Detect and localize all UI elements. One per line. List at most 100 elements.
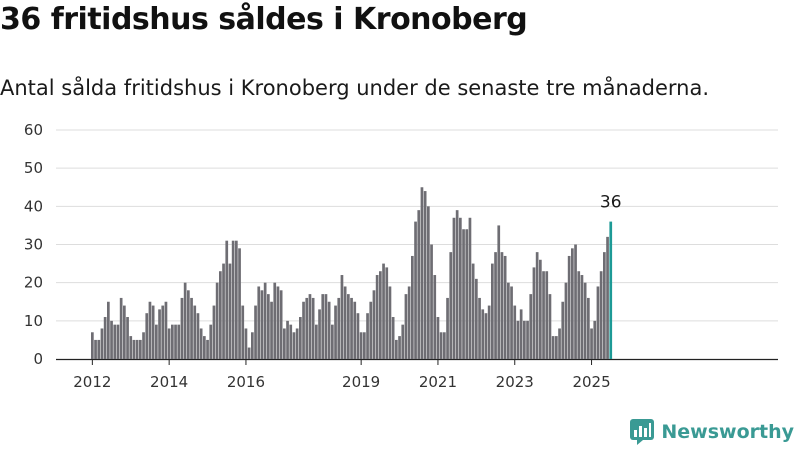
- bar: [561, 301, 565, 359]
- bar: [257, 286, 261, 359]
- bar: [315, 324, 318, 359]
- bar: [113, 324, 117, 359]
- bar: [359, 332, 363, 359]
- newsworthy-icon: [630, 419, 655, 445]
- x-tick-label: 2025: [572, 373, 610, 391]
- y-tick-label: 10: [24, 312, 43, 330]
- bar: [123, 305, 126, 359]
- bar: [507, 282, 510, 359]
- bar: [324, 294, 328, 359]
- bar: [305, 297, 309, 359]
- bar: [596, 286, 600, 359]
- bar: [401, 324, 405, 359]
- bar: [219, 271, 222, 359]
- bar: [564, 282, 568, 359]
- bar: [404, 294, 408, 359]
- bar: [379, 271, 382, 359]
- brand-name: Newsworthy: [661, 421, 794, 443]
- bar: [155, 324, 158, 359]
- bar: [603, 252, 606, 359]
- bar: [372, 290, 376, 359]
- bar: [494, 252, 497, 359]
- bar: [279, 290, 283, 359]
- bar: [407, 286, 411, 359]
- bar: [599, 271, 603, 359]
- bar: [417, 210, 421, 359]
- bar: [167, 328, 171, 359]
- bar: [481, 309, 485, 359]
- bar: [209, 324, 213, 359]
- bar: [193, 305, 197, 359]
- bar: [299, 317, 302, 359]
- bar-highlight: [609, 221, 613, 359]
- bar: [292, 332, 296, 359]
- bar: [107, 301, 110, 359]
- bar: [398, 336, 401, 359]
- bar: [433, 275, 437, 359]
- bar: [350, 297, 353, 359]
- bar: [327, 301, 331, 359]
- bar: [340, 275, 344, 359]
- bar: [606, 236, 609, 359]
- bar: [222, 263, 225, 359]
- bar: [308, 294, 312, 359]
- x-tick-label: 2014: [150, 373, 188, 391]
- bar: [577, 271, 581, 359]
- y-tick-label: 40: [24, 197, 43, 215]
- chart-title: 36 fritidshus såldes i Kronoberg: [0, 2, 528, 37]
- bar: [590, 328, 593, 359]
- bar: [206, 339, 209, 359]
- bar: [411, 255, 414, 359]
- x-axis-ticks: 2012 2014 2016 2019 2021 2023 2025: [73, 359, 611, 391]
- bar: [190, 297, 193, 359]
- bar: [513, 305, 517, 359]
- bar: [283, 328, 286, 359]
- bar: [510, 286, 513, 359]
- bar: [526, 320, 529, 359]
- bar: [523, 320, 526, 359]
- bar: [321, 294, 325, 359]
- bar: [503, 255, 507, 359]
- bar: [228, 263, 232, 359]
- bar: [103, 317, 107, 359]
- bar: [353, 301, 357, 359]
- bar: [427, 206, 430, 359]
- bar: [94, 339, 97, 359]
- y-tick-label: 0: [33, 350, 43, 368]
- bar: [443, 332, 446, 359]
- bar: [235, 240, 238, 359]
- x-tick-label: 2019: [342, 373, 380, 391]
- bar: [587, 297, 590, 359]
- bar: [161, 305, 165, 359]
- bar: [158, 309, 161, 359]
- bar: [529, 294, 533, 359]
- bar: [347, 294, 350, 359]
- bar: [542, 271, 545, 359]
- bar: [110, 320, 113, 359]
- x-tick-label: 2016: [227, 373, 265, 391]
- bar: [177, 324, 181, 359]
- bar: [455, 210, 459, 359]
- bar: [519, 309, 523, 359]
- bar: [151, 305, 155, 359]
- bar: [241, 305, 245, 359]
- bar: [276, 286, 280, 359]
- highlight-value-label: 36: [600, 193, 622, 213]
- bar: [465, 229, 469, 359]
- bar: [183, 282, 187, 359]
- bar: [273, 282, 277, 359]
- bar: [171, 324, 174, 359]
- bar: [225, 240, 229, 359]
- bar: [567, 255, 571, 359]
- bar: [583, 282, 587, 359]
- bar: [459, 217, 462, 359]
- bar: [247, 347, 251, 359]
- bar: [203, 336, 206, 359]
- bar: [270, 301, 273, 359]
- bar: [119, 297, 123, 359]
- bar: [414, 221, 417, 359]
- bar: [436, 317, 440, 359]
- y-tick-label: 20: [24, 274, 43, 292]
- bar: [302, 301, 305, 359]
